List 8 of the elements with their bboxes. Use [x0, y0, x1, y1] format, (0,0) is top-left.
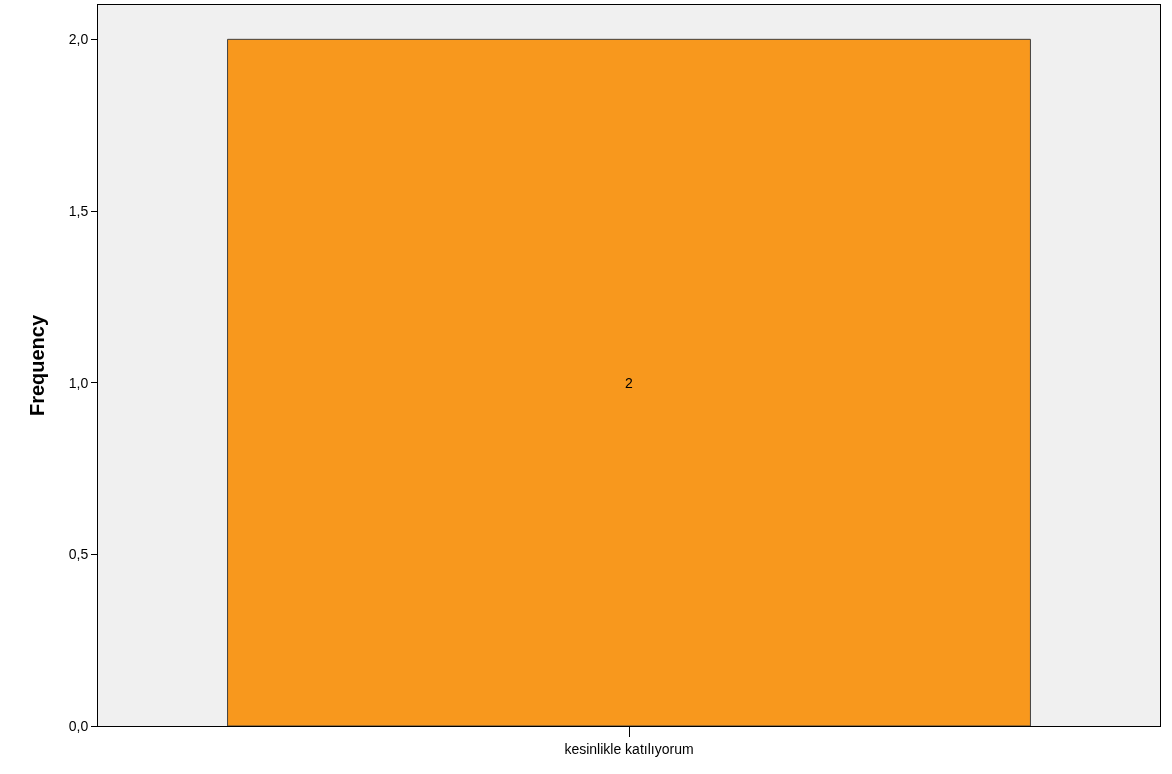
x-tick-label: kesinlikle katılıyorum: [564, 740, 694, 757]
data-label: 2: [625, 374, 633, 391]
y-tick-label: 1,5: [68, 202, 89, 219]
y-axis-title: Frequency: [26, 314, 49, 417]
y-tick-label: 0,0: [68, 717, 89, 734]
y-tick-label: 1,0: [68, 374, 89, 391]
y-tick-label: 2,0: [68, 31, 89, 48]
y-tick-label: 0,5: [68, 546, 89, 563]
